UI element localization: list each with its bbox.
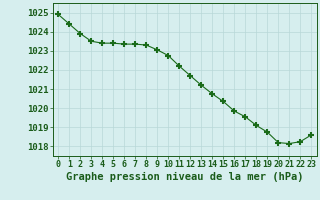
X-axis label: Graphe pression niveau de la mer (hPa): Graphe pression niveau de la mer (hPa) bbox=[66, 172, 304, 182]
